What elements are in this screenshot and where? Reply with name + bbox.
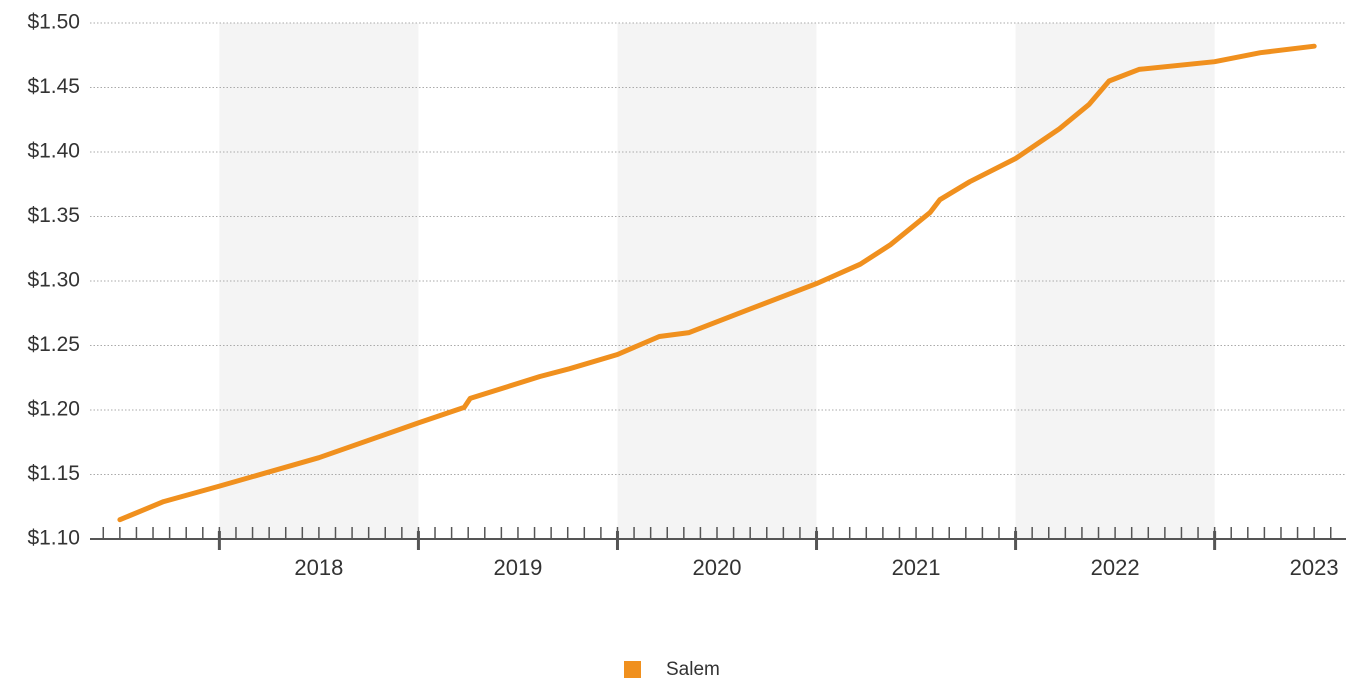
y-tick-label: $1.20 [27,398,80,421]
legend-label: Salem [666,659,720,680]
y-tick-label: $1.35 [27,204,80,227]
y-tick-label: $1.40 [27,140,80,163]
year-band [1015,23,1215,539]
y-tick-label: $1.50 [27,11,80,34]
line [117,43,1317,523]
x-tick-label: 2020 [693,555,742,580]
legend-swatch [624,661,641,678]
y-tick-label: $1.15 [27,462,80,485]
y-tick-label: $1.25 [27,333,80,356]
y-tick-label: $1.30 [27,269,80,292]
x-tick-label: 2023 [1290,555,1339,580]
x-tick-label: 2019 [493,555,542,580]
y-tick-label: $1.10 [27,527,80,550]
x-tick-label: 2021 [892,555,941,580]
y-tick-label: $1.45 [27,75,80,98]
x-tick-label: 2022 [1091,555,1140,580]
x-tick-label: 2018 [294,555,343,580]
